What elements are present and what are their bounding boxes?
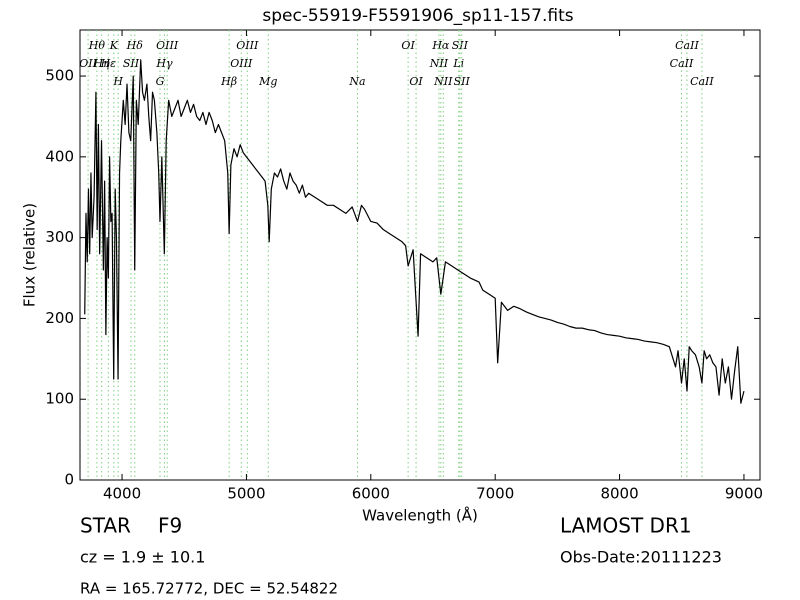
spectral-line-label: Hβ [220, 75, 237, 88]
y-tick-label: 500 [45, 67, 74, 85]
object-class: STAR [80, 514, 131, 538]
y-tick-label: 400 [45, 147, 74, 165]
y-axis-label: Flux (relative) [21, 203, 39, 307]
chart-title: spec-55919-F5591906_sp11-157.fits [262, 6, 573, 26]
spectral-line-label: CaII [675, 39, 699, 52]
spectral-line-label: OII [79, 57, 97, 70]
spectral-line-label: H [112, 75, 123, 88]
spectral-line-label: OI [401, 39, 415, 52]
spectral-line-label: SII [123, 57, 140, 70]
x-tick-label: 9000 [725, 485, 763, 503]
y-tick-label: 100 [45, 390, 74, 408]
spectral-line-label: Hη [93, 57, 111, 70]
spectral-line-label: OI [409, 75, 423, 88]
spectral-line-label: K [109, 39, 119, 52]
y-tick-label: 200 [45, 309, 74, 327]
spectral-line-label: Hγ [155, 57, 173, 70]
spectral-line-label: G [156, 75, 165, 88]
spectral-line-label: OIII [236, 39, 259, 52]
x-tick-label: 8000 [600, 485, 638, 503]
spectral-line-label: SII [452, 39, 469, 52]
spectral-line-label: Hδ [126, 39, 144, 52]
x-axis-label: Wavelength (Å) [362, 506, 478, 525]
y-tick-label: 0 [64, 471, 74, 489]
plot-frame [79, 29, 761, 481]
spectral-line-label: Mg [258, 75, 277, 88]
obs-date: Obs-Date:20111223 [560, 548, 722, 567]
coordinates: RA = 165.72772, DEC = 52.54822 [80, 580, 338, 598]
spectral-line-label: Na [348, 75, 365, 88]
y-tick-label: 300 [45, 228, 74, 246]
x-tick-label: 4000 [103, 485, 141, 503]
x-tick-label: 7000 [476, 485, 514, 503]
spectral-line-label: OIII [230, 57, 253, 70]
spectral-line-label: CaII [690, 75, 714, 88]
x-tick-label: 5000 [227, 485, 265, 503]
spectrum-line [84, 59, 745, 404]
spectral-line-label: Li [452, 57, 464, 70]
subclass: F9 [158, 514, 182, 538]
redshift: cz = 1.9 ± 10.1 [80, 548, 205, 567]
spectral-line-label: OIII [156, 39, 179, 52]
spectral-line-label: CaII [670, 57, 694, 70]
spectral-line-label: Hε [100, 57, 117, 70]
spectral-line-label: Hα [431, 39, 450, 52]
spectral-line-label: Hθ [88, 39, 106, 52]
survey: LAMOST DR1 [560, 514, 692, 538]
spectral-line-label: NII [429, 57, 449, 70]
spectral-line-label: SII [454, 75, 471, 88]
spectral-line-label: NII [433, 75, 453, 88]
x-tick-label: 6000 [352, 485, 390, 503]
